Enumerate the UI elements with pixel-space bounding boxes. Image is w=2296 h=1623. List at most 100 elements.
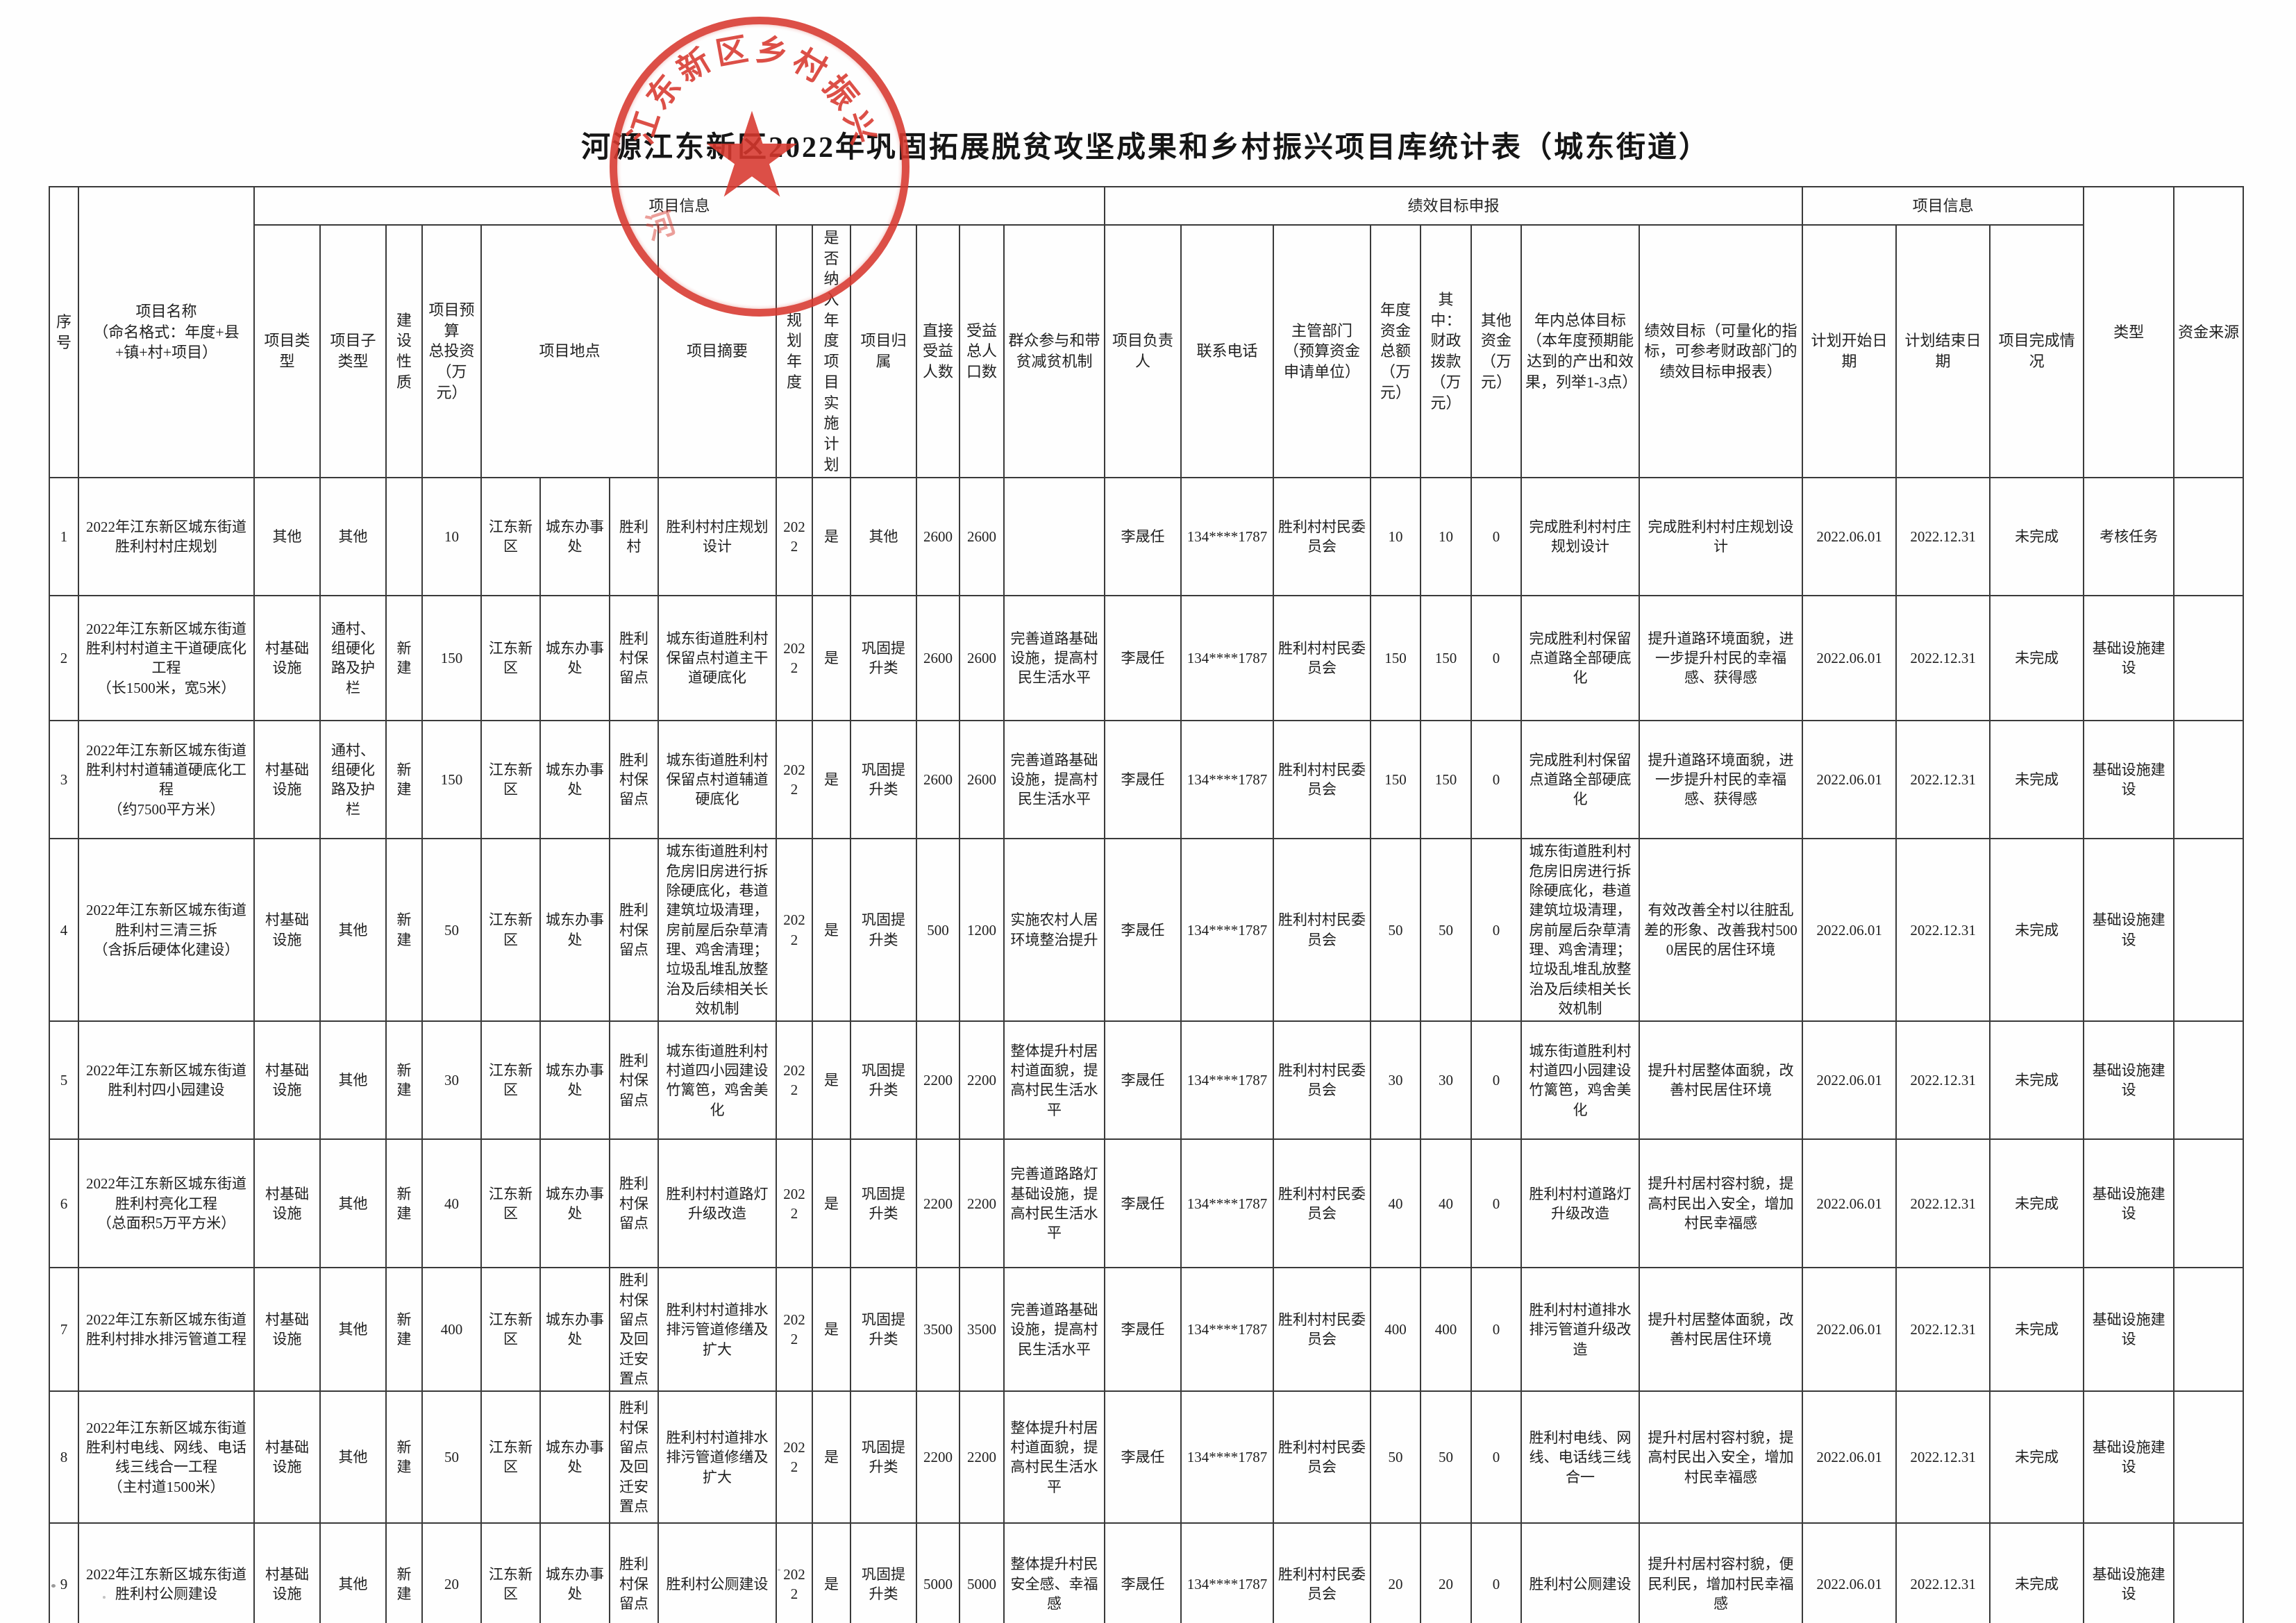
table-cell: 50 — [1420, 1390, 1473, 1524]
table-cell: 村基础设施 — [253, 720, 321, 840]
table-cell: 胜利村村庄规划设计 — [657, 477, 777, 597]
table-cell: 未完成 — [1989, 1267, 2085, 1393]
table-cell: 400 — [1420, 1267, 1473, 1393]
table-cell: 其他 — [319, 477, 387, 597]
table-cell: 城东街道胜利村保留点村道辅道硬底化 — [657, 720, 777, 840]
table-cell: 未完成 — [1989, 1020, 2085, 1141]
table-cell: 2022年江东新区城东街道胜利村电线、网线、电话线三线合一工程 （主村道1500… — [78, 1390, 255, 1524]
table-cell: 2022.12.31 — [1895, 720, 1991, 840]
table-cell: 2022.06.01 — [1802, 838, 1897, 1023]
table-cell: 新建 — [385, 720, 423, 840]
table-cell: 整体提升村居村道面貌，提高村民生活水平 — [1003, 1020, 1106, 1141]
table-cell: 胜利村村民委员会 — [1273, 720, 1372, 840]
table-cell: 完成胜利村村庄规划设计 — [1639, 477, 1804, 597]
table-row: 4 2022年江东新区城东街道胜利村三清三拆 （含拆后硬体化建设） 村基础设施 其他新… — [49, 838, 2245, 1023]
table-cell: 0 — [1470, 838, 1523, 1023]
sub-header-3: 项目预算 总投资 （万元） — [421, 224, 482, 479]
table-cell: 其他 — [319, 1138, 387, 1269]
table-cell: 完成胜利村保留点道路全部硬底化 — [1520, 720, 1641, 840]
table-cell: 巩固提升类 — [850, 1267, 917, 1393]
table-cell: 完成胜利村保留点道路全部硬底化 — [1520, 595, 1641, 722]
seal-arc-character: 新 — [671, 42, 717, 90]
table-cell: 巩固提升类 — [850, 720, 917, 840]
sub-header-13: 联系电话 — [1180, 224, 1275, 479]
table-cell: 李晟任 — [1104, 595, 1182, 722]
table-cell: 是 — [812, 1390, 851, 1524]
table-cell: 通村、组硬化路及护栏 — [319, 595, 387, 722]
table-cell: 胜利村公厕建设 — [1520, 1522, 1641, 1623]
table-cell: 城东办事处 — [539, 1390, 610, 1524]
table-cell: 未完成 — [1989, 838, 2085, 1023]
table-cell: 2600 — [959, 477, 1005, 597]
page-title: 河源江东新区2022年巩固拓展脱贫攻坚成果和乡村振兴项目库统计表（城东街道） — [580, 132, 1710, 164]
table-cell: 巩固提升类 — [850, 1522, 917, 1623]
table-cell: 40 — [421, 1138, 482, 1269]
table-cell: 20 — [421, 1522, 482, 1623]
table-row: 1 2022年江东新区城东街道胜利村村庄规划 其他 其他 10 江东新区 城东办事处 胜利村胜… — [49, 477, 2245, 597]
table-cell: 2022.06.01 — [1802, 1522, 1897, 1623]
table-cell: 村基础设施 — [253, 1522, 321, 1623]
table-row: 6 2022年江东新区城东街道胜利村亮化工程 （总面积5万平方米） 村基础设施 其他新… — [49, 1138, 2245, 1269]
table-cell: 其他 — [253, 477, 321, 597]
table-cell: 基础设施建设 — [2083, 1522, 2175, 1623]
table-cell — [2173, 720, 2245, 840]
table-cell: 2022 — [776, 1267, 813, 1393]
table-cell: 20 — [1420, 1522, 1473, 1623]
table-cell: 2022.12.31 — [1895, 595, 1991, 722]
table-cell: 5000 — [959, 1522, 1005, 1623]
table-cell: 整体提升村居村道面貌，提高村民生活水平 — [1003, 1390, 1106, 1524]
table-cell: 2022.12.31 — [1895, 838, 1991, 1023]
table-cell: 胜利村村民委员会 — [1273, 595, 1372, 722]
table-cell: 胜利村保留点及回迁安置点 — [609, 1390, 659, 1524]
table-cell: 基础设施建设 — [2083, 1020, 2175, 1141]
table-cell: 胜利村村道路灯升级改造 — [1520, 1138, 1641, 1269]
table-cell: 有效改善全村以往脏乱差的形象、改善我村5000居民的居住环境 — [1639, 838, 1804, 1023]
table-cell: 500 — [916, 838, 960, 1023]
table-cell: 基础设施建设 — [2083, 1138, 2175, 1269]
table-cell: 提升村居整体面貌，改善村民居住环境 — [1639, 1020, 1804, 1141]
header-type: 类型 — [2083, 185, 2175, 479]
table-cell: 2022年江东新区城东街道胜利村四小园建设 — [78, 1020, 255, 1141]
table-cell: 2022年江东新区城东街道胜利村村道主干道硬底化工程 （长1500米，宽5米） — [78, 595, 255, 722]
table-cell: 2022 — [776, 477, 813, 597]
table-cell: 5000 — [916, 1522, 960, 1623]
table-cell: 2022年江东新区城东街道胜利村排水排污管道工程 — [78, 1267, 255, 1393]
table-cell: 是 — [812, 595, 851, 722]
table-cell: 150 — [1370, 595, 1422, 722]
table-cell: 未完成 — [1989, 595, 2085, 722]
table-cell: 胜利村村民委员会 — [1273, 1390, 1372, 1524]
table-cell: 2022.12.31 — [1895, 1138, 1991, 1269]
table-cell: 胜利村公厕建设 — [657, 1522, 777, 1623]
table-cell: 通村、组硬化路及护栏 — [319, 720, 387, 840]
table-cell: 巩固提升类 — [850, 1020, 917, 1141]
table-cell: 胜利村电线、网线、电话线三线合一 — [1520, 1390, 1641, 1524]
table-cell: 2200 — [916, 1390, 960, 1524]
table-cell: 2200 — [916, 1020, 960, 1141]
table-cell: 李晟任 — [1104, 838, 1182, 1023]
table-cell: 基础设施建设 — [2083, 1390, 2175, 1524]
table-cell: 2022 — [776, 838, 813, 1023]
table-row: 7 2022年江东新区城东街道胜利村排水排污管道工程 村基础设施 其他 新建 400 江东新… — [49, 1267, 2245, 1393]
table-cell: 0 — [1470, 477, 1523, 597]
table-cell: 0 — [1470, 1267, 1523, 1393]
table-cell: 2022.06.01 — [1802, 720, 1897, 840]
table-row: 2 2022年江东新区城东街道胜利村村道主干道硬底化工程 （长1500米，宽5米）… — [49, 595, 2245, 722]
table-cell: 胜利村村道排水排污管道修缮及扩大 — [657, 1390, 777, 1524]
table-cell: 2200 — [959, 1020, 1005, 1141]
table-cell: 胜利村保留点 — [609, 838, 659, 1023]
table-cell: 江东新区 — [480, 595, 541, 722]
table-cell: 胜利村村道排水排污管道修缮及扩大 — [657, 1267, 777, 1393]
table-cell: 2022.12.31 — [1895, 1267, 1991, 1393]
table-cell: 9 — [49, 1522, 79, 1623]
table-cell: 江东新区 — [480, 720, 541, 840]
sub-header-5: 项目摘要 — [657, 224, 777, 479]
table-cell: 胜利村村道排水排污管道升级改造 — [1520, 1267, 1641, 1393]
table-cell: 150 — [1420, 720, 1473, 840]
table-cell: 胜利村保留点 — [609, 595, 659, 722]
table-cell: 是 — [812, 1138, 851, 1269]
table-cell: 1 — [49, 477, 79, 597]
table-cell: 李晟任 — [1104, 1267, 1182, 1393]
table-cell — [2173, 477, 2245, 597]
table-cell: 江东新区 — [480, 1138, 541, 1269]
table-cell: 胜利村保留点及回迁安置点 — [609, 1267, 659, 1393]
